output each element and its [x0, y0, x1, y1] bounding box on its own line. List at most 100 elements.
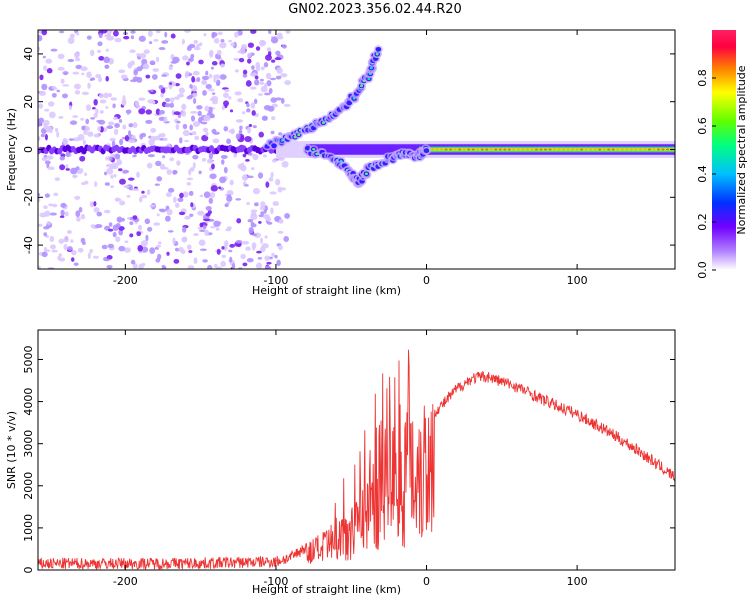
noise-blob	[120, 74, 128, 80]
noise-blob	[121, 99, 127, 106]
noise-blob	[116, 216, 123, 223]
noise-blob	[75, 210, 81, 218]
noise-blob	[209, 192, 216, 199]
noise-blob	[175, 123, 180, 131]
carrier-peak	[458, 148, 462, 151]
noise-blob	[90, 117, 96, 120]
carrier-peak	[543, 148, 548, 151]
carrier-peak	[480, 148, 484, 151]
noise-blob	[202, 127, 209, 133]
noise-blob	[172, 169, 178, 175]
noise-blob	[43, 65, 48, 71]
noise-blob	[54, 177, 61, 182]
noise-blob	[182, 129, 190, 137]
noise-blob	[235, 198, 242, 201]
noise-blob	[251, 72, 258, 77]
noise-blob	[217, 31, 223, 36]
noise-blob	[59, 164, 66, 171]
carrier-peak	[512, 148, 516, 151]
noise-blob	[46, 221, 51, 226]
noise-blob	[244, 184, 249, 187]
noise-blob	[60, 78, 65, 84]
carrier-peak	[575, 148, 579, 151]
carrier-peak	[534, 148, 539, 151]
noise-blob	[146, 189, 151, 196]
noise-blob	[264, 83, 268, 88]
noise-blob	[181, 103, 187, 111]
noise-blob	[81, 91, 90, 96]
noise-blob	[210, 185, 218, 192]
noise-blob	[220, 63, 225, 68]
carrier-peak	[430, 148, 435, 151]
noise-blob	[82, 139, 86, 146]
noise-blob	[216, 49, 222, 56]
carrier-peak	[439, 148, 444, 151]
noise-blob	[193, 233, 199, 237]
noise-blob	[261, 115, 268, 121]
noise-blob	[243, 175, 248, 178]
noise-blob	[128, 177, 135, 181]
noise-blob	[72, 115, 79, 118]
noise-blob	[132, 215, 138, 220]
noise-blob	[211, 163, 215, 170]
noise-blob	[219, 41, 227, 49]
noise-blob	[223, 126, 229, 132]
noise-blob	[191, 131, 197, 136]
noise-blob	[44, 160, 51, 165]
noise-blob	[47, 101, 55, 107]
noise-blob	[45, 58, 53, 64]
noise-blob	[80, 237, 86, 244]
noise-blob	[271, 252, 275, 257]
noise-blob	[114, 37, 122, 43]
noise-blob	[129, 49, 136, 54]
noise-blob	[197, 43, 202, 47]
noise-blob	[97, 126, 101, 132]
noise-blob	[244, 135, 252, 143]
noise-blob	[215, 266, 223, 269]
noise-blob	[198, 116, 203, 124]
noise-blob	[125, 109, 132, 114]
noise-blob	[71, 249, 77, 256]
noise-blob	[145, 234, 149, 242]
noise-blob	[210, 66, 214, 70]
noise-blob	[167, 143, 171, 148]
noise-blob	[147, 30, 153, 37]
noise-blob	[210, 225, 216, 229]
noise-blob	[181, 38, 185, 45]
noise-blob	[72, 174, 78, 178]
noise-blob	[119, 200, 126, 206]
noise-blob	[186, 45, 192, 51]
carrier-peak	[489, 148, 493, 151]
noise-blob	[283, 235, 290, 242]
lower-branch-peak	[312, 147, 316, 151]
noise-blob	[283, 103, 291, 107]
x-tick-label: 0	[423, 575, 430, 588]
noise-blob	[205, 70, 209, 76]
noise-blob	[89, 201, 95, 208]
noise-blob	[188, 250, 193, 253]
noise-blob	[73, 262, 79, 266]
noise-blob	[236, 218, 242, 224]
noise-blob	[100, 30, 108, 34]
noise-blob	[280, 73, 288, 78]
noise-blob	[157, 241, 162, 245]
noise-blob	[152, 68, 160, 72]
noise-blob	[108, 228, 114, 232]
noise-blob	[266, 80, 272, 87]
noise-blob	[138, 196, 143, 203]
x-tick-label: 100	[567, 575, 588, 588]
noise-blob	[199, 229, 206, 232]
noise-blob	[141, 190, 145, 194]
noise-blob	[123, 35, 130, 40]
noise-blob	[67, 246, 73, 251]
y-tick-label: 5000	[22, 345, 35, 373]
noise-blob	[66, 229, 72, 235]
noise-blob	[165, 97, 171, 102]
noise-blob	[272, 201, 280, 207]
noise-blob	[212, 138, 220, 144]
noise-blob	[80, 66, 88, 72]
x-tick-label: -100	[263, 575, 288, 588]
noise-blob	[80, 213, 86, 220]
carrier-peak	[476, 148, 480, 151]
noise-blob	[158, 84, 164, 90]
